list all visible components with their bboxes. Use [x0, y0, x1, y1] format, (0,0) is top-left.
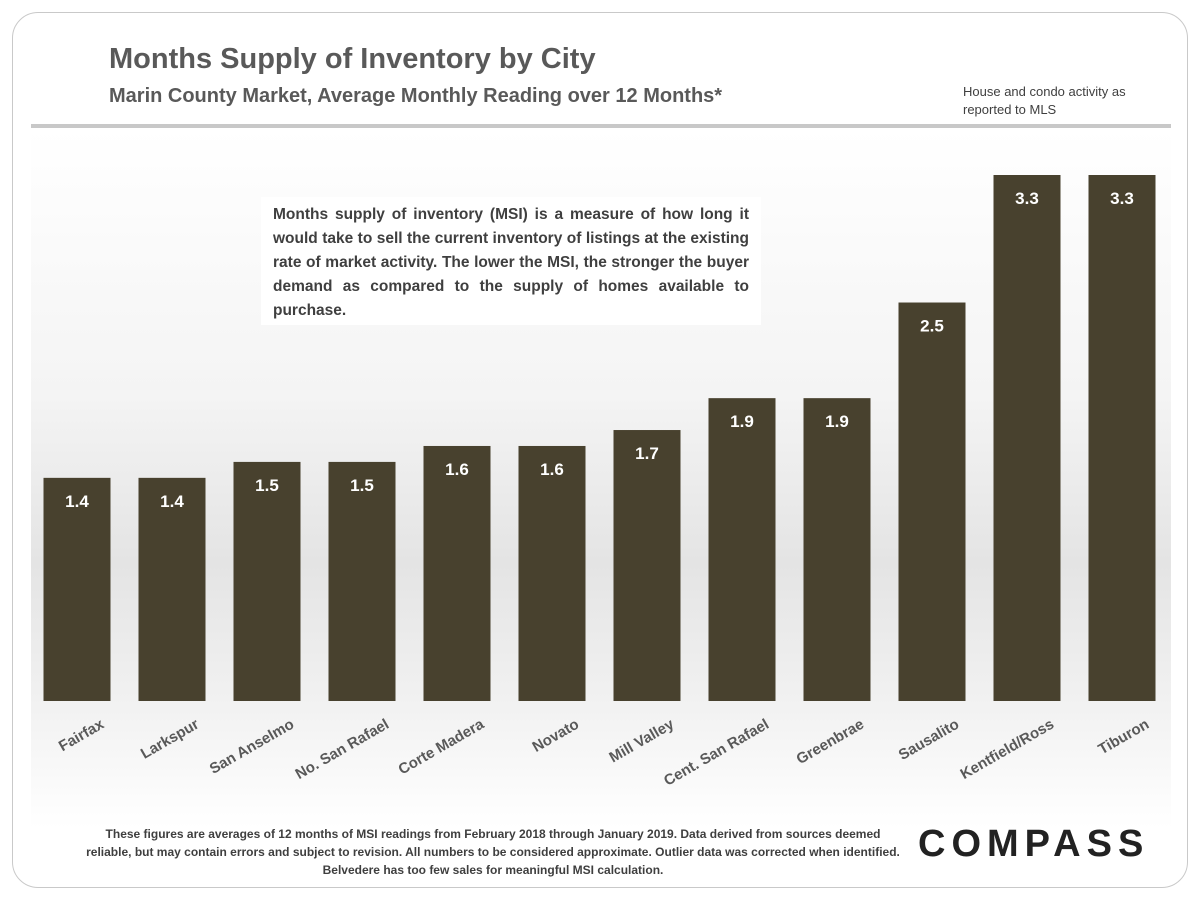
- category-label: Larkspur: [138, 716, 202, 763]
- data-label: 3.3: [1015, 189, 1039, 208]
- category-label: Greenbrae: [794, 716, 867, 768]
- data-label: 2.5: [920, 317, 944, 336]
- chart-title: Months Supply of Inventory by City: [109, 43, 596, 75]
- category-label: No. San Rafael: [293, 716, 392, 783]
- bar-cent-san-rafael: [708, 398, 776, 701]
- compass-logo: COMPASS: [918, 823, 1150, 865]
- chart-frame: Months Supply of Inventory by City Marin…: [12, 12, 1188, 888]
- data-label: 3.3: [1110, 189, 1134, 208]
- category-label: Sausalito: [896, 716, 962, 764]
- category-label: Cent. San Rafael: [661, 716, 772, 790]
- data-label: 1.7: [635, 444, 659, 463]
- data-label: 1.5: [350, 476, 374, 495]
- category-label: Novato: [529, 716, 582, 756]
- category-label: San Anselmo: [207, 716, 297, 778]
- bar-tiburon: [1088, 175, 1156, 701]
- data-label: 1.6: [540, 460, 564, 479]
- bar-mill-valley: [613, 430, 681, 701]
- bar-sausalito: [898, 302, 966, 701]
- category-label: Kentfield/Ross: [958, 716, 1057, 783]
- data-label: 1.4: [160, 492, 184, 511]
- header-divider: [31, 124, 1171, 128]
- data-label: 1.9: [730, 412, 754, 431]
- category-label: Fairfax: [56, 715, 108, 755]
- source-note: House and condo activity as reported to …: [963, 84, 1126, 117]
- bar-larkspur: [138, 477, 206, 701]
- bar-greenbrae: [803, 398, 871, 701]
- category-label: Tiburon: [1095, 716, 1152, 758]
- bar-san-anselmo: [233, 461, 301, 701]
- footer-disclaimer: These figures are averages of 12 months …: [86, 827, 900, 877]
- data-label: 1.5: [255, 476, 279, 495]
- category-label: Mill Valley: [606, 715, 677, 766]
- data-label: 1.6: [445, 460, 469, 479]
- bar-fairfax: [43, 477, 111, 701]
- category-label: Corte Madera: [395, 715, 487, 778]
- bar-novato: [518, 445, 586, 701]
- data-label: 1.4: [65, 492, 89, 511]
- bar-kentfield-ross: [993, 175, 1061, 701]
- msi-definition-box: Months supply of inventory (MSI) is a me…: [261, 197, 761, 325]
- bar-no-san-rafael: [328, 461, 396, 701]
- bar-chart: 1.4 Fairfax 1.4 Larkspur 1.5 San Anselmo 1.5 No…: [43, 175, 1156, 790]
- chart-subtitle: Marin County Market, Average Monthly Rea…: [109, 85, 723, 107]
- bar-corte-madera: [423, 445, 491, 701]
- data-label: 1.9: [825, 412, 849, 431]
